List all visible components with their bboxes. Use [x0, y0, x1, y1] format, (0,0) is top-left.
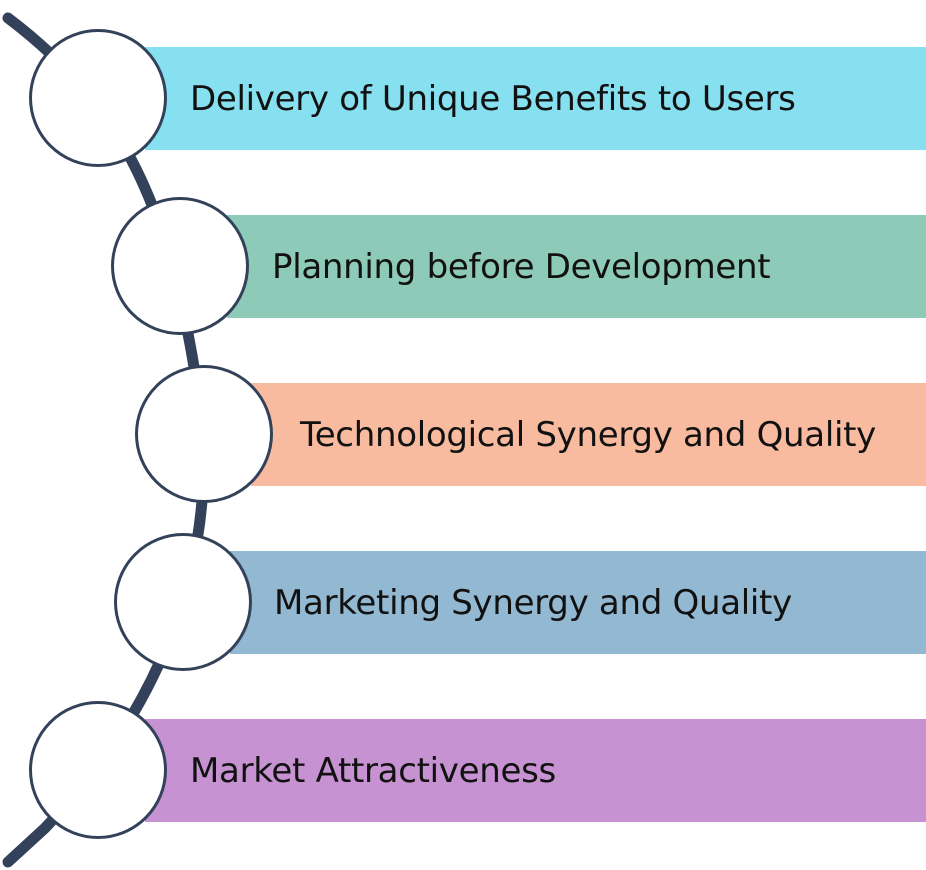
step-label: Market Attractiveness [190, 750, 556, 791]
step-label: Planning before Development [272, 246, 771, 287]
step-delivery-of-unique-benefits: Delivery of Unique Benefits to Users [0, 0, 926, 170]
step-label: Technological Synergy and Quality [300, 414, 876, 455]
step-market-attractiveness: Market Attractiveness [0, 0, 926, 839]
step-label: Marketing Synergy and Quality [274, 582, 792, 623]
step-bar: Market Attractiveness [145, 719, 926, 822]
step-circle [29, 29, 167, 167]
step-technological-synergy: Technological Synergy and Quality [0, 0, 926, 503]
step-bar: Technological Synergy and Quality [251, 383, 926, 486]
step-bar: Delivery of Unique Benefits to Users [145, 47, 926, 150]
step-label: Delivery of Unique Benefits to Users [190, 78, 796, 119]
step-circle [135, 365, 273, 503]
step-marketing-synergy: Marketing Synergy and Quality [0, 0, 926, 671]
step-circle [111, 197, 249, 335]
step-bar: Marketing Synergy and Quality [230, 551, 926, 654]
step-circle [114, 533, 252, 671]
step-planning-before-development: Planning before Development [0, 0, 926, 335]
step-bar: Planning before Development [227, 215, 926, 318]
step-circle [29, 701, 167, 839]
